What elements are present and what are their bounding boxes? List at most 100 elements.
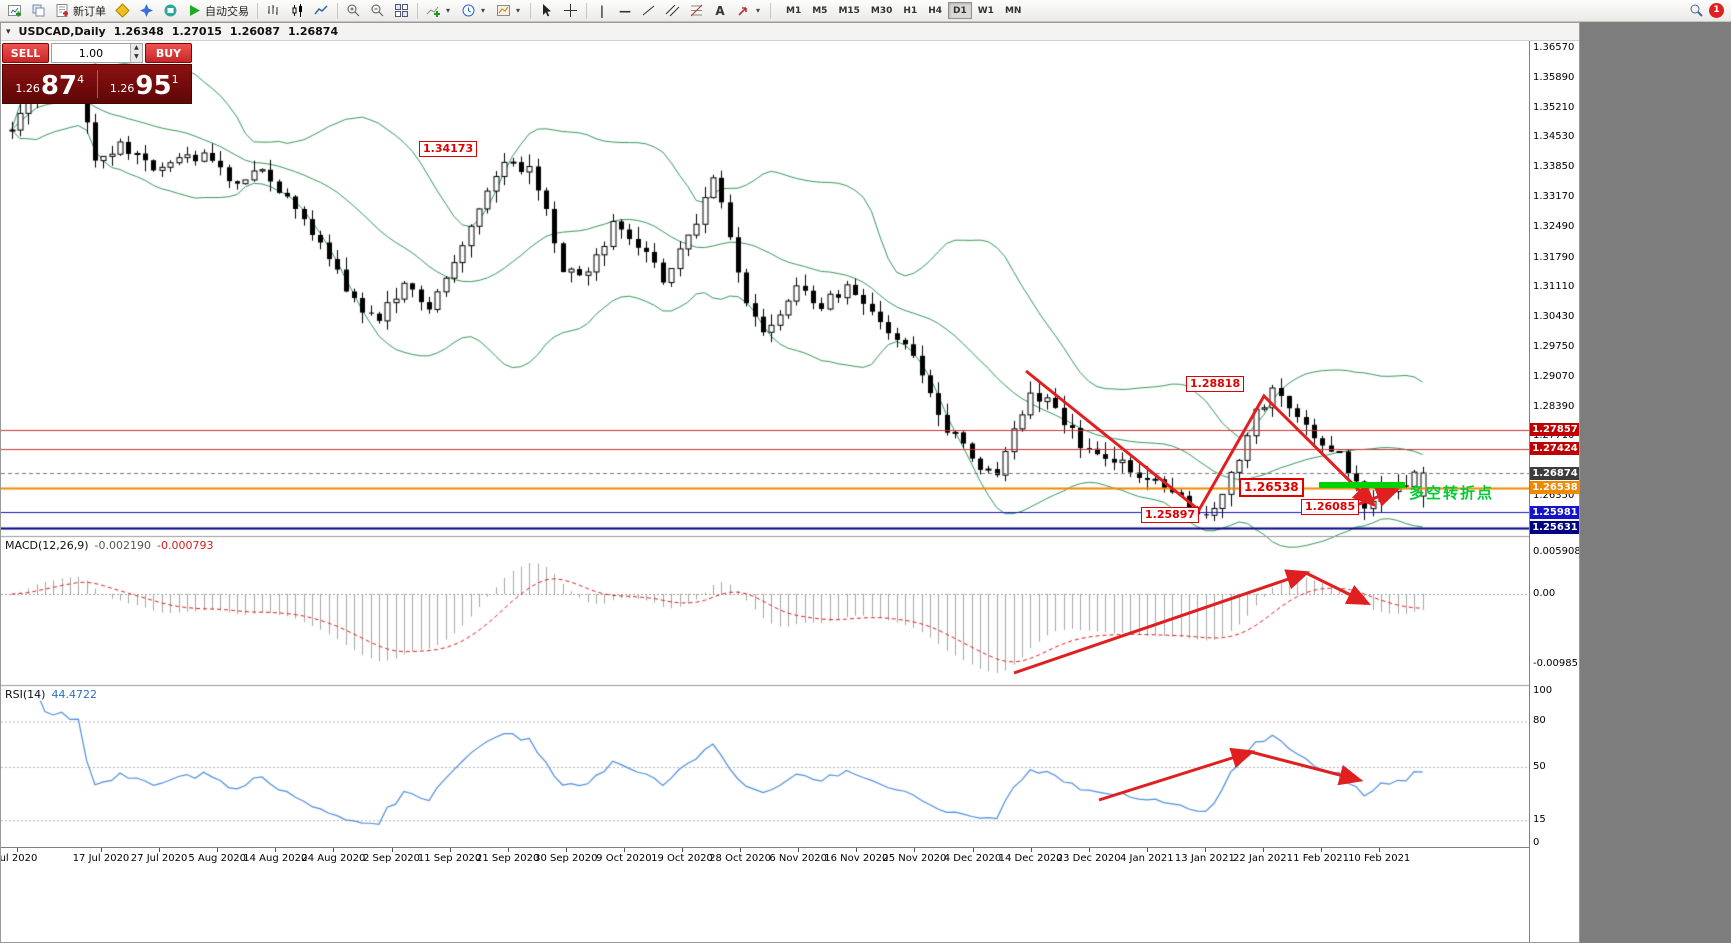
swing-price-label[interactable]: 1.28818	[1186, 376, 1245, 392]
crosshair-tool-button[interactable]	[559, 1, 582, 20]
volume-spinner: ▲ ▼	[129, 44, 142, 62]
timeframe-button-D1[interactable]: D1	[948, 2, 972, 19]
timeframe-button-H1[interactable]: H1	[898, 2, 922, 19]
date-label: 5 Aug 2020	[188, 853, 247, 864]
new-order-label: 新订单	[73, 4, 106, 18]
price-scale-label: 1.30430	[1533, 311, 1575, 323]
candlestick-chart-button[interactable]	[286, 1, 309, 20]
date-label: 11 Sep 2020	[417, 853, 482, 864]
volume-input[interactable]	[52, 44, 130, 62]
terminal-button[interactable]	[159, 1, 182, 20]
sell-price-display: 1.26 87 4	[15, 71, 85, 101]
date-label: 14 Aug 2020	[243, 853, 308, 864]
fibonacci-tool-button[interactable]	[685, 1, 708, 20]
metaeditor-button[interactable]	[111, 1, 134, 20]
arrows-tool-button[interactable]: ▾	[732, 1, 766, 20]
timeframe-button-H4[interactable]: H4	[923, 2, 947, 19]
text-icon: A	[715, 3, 725, 18]
trendline-icon	[641, 3, 656, 18]
text-tool-button[interactable]: A	[709, 1, 731, 20]
price-scale-label: 1.33170	[1533, 191, 1575, 203]
date-label: 9 Oct 2020	[596, 853, 652, 864]
profiles-button[interactable]	[27, 1, 50, 20]
toolbar-separator	[337, 2, 338, 19]
navigator-button[interactable]	[135, 1, 158, 20]
search-icon[interactable]	[1689, 3, 1704, 18]
bar-chart-icon	[266, 3, 281, 18]
rsi-scale-label: 100	[1533, 685, 1553, 696]
price-scale[interactable]: 1.36570 1.35890 1.35210 1.34530 1.33850 1.331…	[1529, 41, 1579, 942]
rsi-label: RSI(14) 44.4722	[5, 688, 97, 701]
rsi-scale-label: 80	[1533, 715, 1546, 727]
date-tick	[391, 848, 393, 852]
buy-button[interactable]: BUY	[145, 43, 192, 63]
notification-badge[interactable]: 1	[1709, 3, 1724, 18]
date-tick	[740, 848, 742, 852]
timeframe-button-M5[interactable]: M5	[807, 2, 832, 19]
vertical-line-tool-button[interactable]: |	[591, 1, 613, 20]
price-scale-label: 1.28390	[1533, 400, 1575, 412]
fibonacci-icon	[689, 3, 704, 18]
zoom-out-button[interactable]	[366, 1, 389, 20]
swing-price-label[interactable]: 1.26085	[1301, 499, 1360, 515]
date-label: 24 Aug 2020	[301, 853, 366, 864]
timeframe-button-M1[interactable]: M1	[781, 2, 806, 19]
new-chart-button[interactable]	[3, 1, 26, 20]
date-label: Jul 2020	[1, 853, 38, 864]
swing-price-label[interactable]: 1.34173	[419, 141, 478, 157]
timeframe-button-M15[interactable]: M15	[833, 2, 864, 19]
autotrading-button[interactable]: 自动交易	[183, 1, 253, 20]
crosshair-icon	[563, 3, 578, 18]
channel-tool-button[interactable]	[661, 1, 684, 20]
ohlc-low: 1.26087	[229, 25, 281, 38]
date-tick	[856, 848, 858, 852]
price-scale-label: 1.34530	[1533, 131, 1575, 143]
turning-point-label: 多空转折点	[1409, 484, 1495, 502]
new-order-button[interactable]: 新订单	[51, 1, 110, 20]
volume-input-group: ▲ ▼	[51, 43, 143, 63]
line-chart-icon	[314, 3, 329, 18]
zoom-in-icon	[346, 3, 361, 18]
date-label: 23 Dec 2020	[1056, 853, 1121, 864]
price-scale-label: 1.32490	[1533, 220, 1575, 232]
date-tick	[914, 848, 916, 852]
zoom-in-button[interactable]	[342, 1, 365, 20]
chart-canvas[interactable]	[1, 41, 1529, 847]
date-label: 4 Jan 2021	[1120, 853, 1174, 864]
swing-price-label[interactable]: 1.26538	[1239, 478, 1304, 497]
volume-up-icon[interactable]: ▲	[129, 44, 142, 53]
templates-button[interactable]: ▾	[492, 1, 526, 20]
line-chart-button[interactable]	[310, 1, 333, 20]
ohlc-open: 1.26348	[113, 25, 164, 38]
date-tick	[507, 848, 509, 852]
chart-title-bar[interactable]: ▾ USDCAD,Daily 1.26348 1.27015 1.26087 1…	[1, 23, 1579, 41]
price-scale-label: 1.29750	[1533, 340, 1575, 352]
indicators-button[interactable]: ▾	[422, 1, 456, 20]
price-marker-badge: 1.27424	[1530, 442, 1579, 456]
cursor-tool-button[interactable]	[535, 1, 558, 20]
date-tick	[275, 848, 277, 852]
swing-price-label[interactable]: 1.25897	[1141, 507, 1200, 523]
date-tick	[1204, 848, 1206, 852]
tile-windows-button[interactable]	[390, 1, 413, 20]
bid-ask-display: 1.26 87 4 1.26 95 1	[2, 64, 192, 104]
timeframe-button-W1[interactable]: W1	[973, 2, 999, 19]
volume-down-icon[interactable]: ▼	[129, 53, 142, 62]
sell-button[interactable]: SELL	[2, 43, 49, 63]
horizontal-line-tool-button[interactable]: —	[614, 1, 636, 20]
timeframe-button-MN[interactable]: MN	[1000, 2, 1027, 19]
timeframe-button-M30[interactable]: M30	[866, 2, 897, 19]
bar-chart-button[interactable]	[262, 1, 285, 20]
metaeditor-icon	[115, 3, 130, 18]
window-menu-icon[interactable]: ▾	[6, 26, 11, 37]
periods-button[interactable]: ▾	[457, 1, 491, 20]
indicators-dropdown-icon: ▾	[445, 6, 450, 15]
templates-icon	[496, 3, 511, 18]
trendline-tool-button[interactable]	[637, 1, 660, 20]
date-label: 14 Dec 2020	[998, 853, 1063, 864]
rsi-scale-label: 15	[1533, 814, 1546, 826]
date-tick	[623, 848, 625, 852]
toolbar-separator	[586, 2, 587, 19]
ohlc-close: 1.26874	[288, 25, 339, 38]
